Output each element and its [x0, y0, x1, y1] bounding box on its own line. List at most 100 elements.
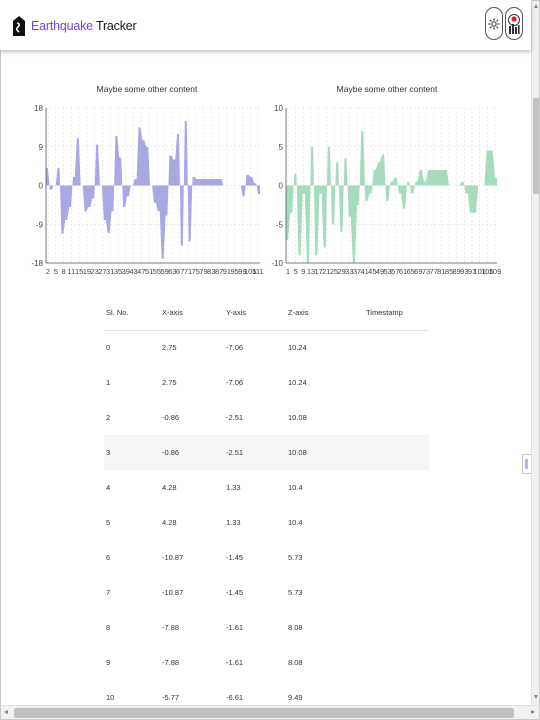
avatar-icon — [508, 13, 520, 34]
brand-title-part1: Earthquake — [31, 19, 93, 33]
house-signal-logo-icon — [13, 16, 25, 36]
x-tick-label: 61 — [399, 267, 407, 276]
x-tick-label: 27 — [98, 267, 106, 276]
x-tick-label: 109 — [489, 267, 502, 276]
table-cell: 9 — [106, 658, 111, 667]
column-header-sl-no[interactable]: Sl. No. — [106, 308, 129, 317]
x-tick-label: 71 — [184, 267, 192, 276]
x-tick-label: 95 — [230, 267, 238, 276]
gear-icon — [488, 18, 500, 29]
y-tick-label: 5 — [279, 143, 284, 152]
table-cell: 10.08 — [288, 448, 307, 457]
table-cell: -10.87 — [162, 588, 184, 597]
column-header-timestamp[interactable]: Timestamp — [366, 308, 403, 317]
brand-title-part2: Tracker — [96, 19, 137, 33]
y-tick-label: 0 — [39, 182, 44, 191]
x-tick-label: 105 — [244, 267, 257, 276]
x-tick-label: 77 — [429, 267, 437, 276]
x-tick-label: 93 — [460, 267, 468, 276]
column-header-z-axis[interactable]: Z-axis — [288, 308, 309, 317]
table-cell: 5.73 — [288, 553, 303, 562]
x-tick-label: 69 — [414, 267, 422, 276]
table-row[interactable]: 0 2.75 -7.06 10.24 — [104, 330, 429, 365]
x-tick-label: 67 — [176, 267, 184, 276]
horizontal-scroll-thumb[interactable] — [14, 708, 514, 718]
x-tick-label: 2 — [46, 267, 50, 276]
table-cell: 6 — [106, 553, 111, 562]
table-cell: 10 — [106, 693, 115, 702]
x-tick-label: 73 — [422, 267, 430, 276]
table-cell: -6.61 — [226, 693, 244, 702]
scroll-up-arrow-icon[interactable] — [534, 4, 538, 8]
table-cell: -5.77 — [162, 693, 180, 702]
table-cell: -7.06 — [226, 378, 244, 387]
x-tick-label: 37 — [353, 267, 361, 276]
column-header-x-axis[interactable]: X-axis — [162, 308, 183, 317]
x-tick-label: 31 — [106, 267, 114, 276]
horizontal-scrollbar[interactable] — [0, 705, 540, 720]
table-cell: -1.61 — [226, 623, 244, 632]
table-cell: 1 — [106, 378, 111, 387]
table-row[interactable]: 5 4.28 1.33 10.4 — [104, 505, 429, 540]
side-tab-icon — [525, 459, 528, 469]
scroll-left-arrow-icon[interactable] — [4, 710, 8, 714]
table-cell: -0.86 — [162, 448, 180, 457]
table-cell: 4.28 — [162, 518, 177, 527]
table-cell: 4.28 — [162, 483, 177, 492]
table-row[interactable]: 7 -10.87 -1.45 5.73 — [104, 575, 429, 610]
y-tick-label: 10 — [274, 104, 283, 113]
table-cell: 8 — [106, 623, 111, 632]
table-cell: 5 — [106, 518, 111, 527]
column-header-y-axis[interactable]: Y-axis — [226, 308, 247, 317]
table-row[interactable]: 1 2.75 -7.06 10.24 — [104, 365, 429, 400]
x-tick-label: 29 — [337, 267, 345, 276]
x-tick-label: 17 — [314, 267, 322, 276]
vertical-scroll-thumb[interactable] — [533, 98, 540, 194]
table-cell: 4 — [106, 483, 111, 492]
table-row[interactable]: 6 -10.87 -1.45 5.73 — [104, 540, 429, 575]
x-tick-label: 49 — [376, 267, 384, 276]
table-cell: 5.73 — [288, 588, 303, 597]
table-row[interactable]: 9 -7.88 -1.61 8.08 — [104, 645, 429, 680]
table-cell: 10.08 — [288, 413, 307, 422]
x-tick-label: 9 — [301, 267, 305, 276]
table-row[interactable]: 4 4.28 1.33 10.4 — [104, 470, 429, 505]
x-tick-label: 39 — [122, 267, 130, 276]
table-cell: 10.24 — [288, 343, 307, 352]
table-cell: -1.45 — [226, 553, 244, 562]
table-cell: 8.08 — [288, 623, 303, 632]
table-cell: 10.4 — [288, 483, 303, 492]
app-bar: Earthquake Tracker — [0, 0, 531, 50]
table-cell: -10.87 — [162, 553, 184, 562]
x-tick-label: 53 — [383, 267, 391, 276]
x-tick-label: 15 — [75, 267, 83, 276]
brand[interactable]: Earthquake Tracker — [12, 14, 137, 38]
x-tick-label: 51 — [145, 267, 153, 276]
side-tab-handle[interactable] — [522, 454, 531, 474]
y-tick-label: 9 — [39, 143, 44, 152]
y-tick-label: -18 — [31, 259, 43, 268]
profile-button[interactable] — [505, 7, 523, 40]
x-tick-label: 111 — [252, 267, 263, 276]
x-tick-label: 11 — [67, 267, 75, 276]
settings-button[interactable] — [485, 7, 503, 40]
x-tick-label: 79 — [199, 267, 207, 276]
table-row[interactable]: 2 -0.86 -2.51 10.08 — [104, 400, 429, 435]
x-tick-label: 91 — [223, 267, 231, 276]
table-cell: 2 — [106, 413, 111, 422]
vertical-scrollbar[interactable] — [531, 0, 540, 705]
table-row[interactable]: 8 -7.88 -1.61 8.08 — [104, 610, 429, 645]
app-bar-actions — [485, 7, 523, 40]
x-tick-label: 87 — [215, 267, 223, 276]
x-tick-label: 1 — [286, 267, 290, 276]
chart2-title: Maybe some other content — [336, 84, 438, 94]
table-row[interactable]: 3 -0.86 -2.51 10.08 — [104, 435, 429, 470]
table-cell: -2.51 — [226, 448, 244, 457]
x-tick-label: 55 — [153, 267, 161, 276]
scroll-right-arrow-icon[interactable] — [531, 710, 535, 714]
x-tick-label: 89 — [452, 267, 460, 276]
x-tick-label: 75 — [192, 267, 200, 276]
scroll-down-arrow-icon[interactable] — [534, 695, 538, 699]
table-row[interactable]: 10 -5.77 -6.61 9.49 — [104, 680, 429, 715]
